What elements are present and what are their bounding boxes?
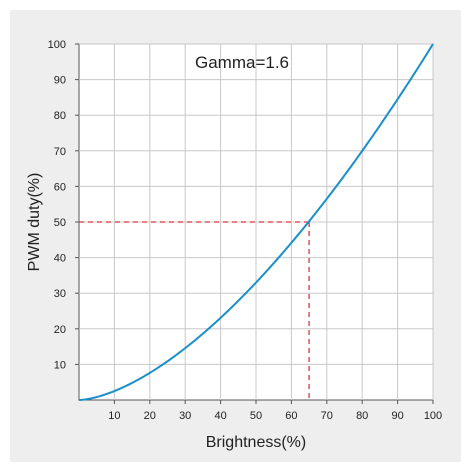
y-tick-label: 20 — [54, 324, 66, 336]
gamma-annotation: Gamma=1.6 — [195, 53, 289, 72]
y-tick-label: 70 — [54, 146, 66, 158]
x-tick-label: 60 — [285, 410, 297, 422]
x-tick-label: 50 — [250, 410, 262, 422]
x-tick-label: 40 — [214, 410, 226, 422]
axes: 10 20 30 40 50 60 70 80 90 100 10 20 30 40 50 60 70 80 90 1… — [48, 39, 443, 422]
y-tick-label: 50 — [54, 217, 66, 229]
x-axis-title: Brightness(%) — [206, 434, 306, 451]
gamma-curve — [78, 43, 434, 401]
x-tick-label: 90 — [391, 410, 403, 422]
y-axis-title: PWM duty(%) — [26, 173, 43, 272]
chart-panel: 10 20 30 40 50 60 70 80 90 100 10 20 30 40 50 60 70 80 90 1… — [10, 10, 461, 462]
reference-lines — [79, 221, 310, 400]
x-tick-label: 10 — [108, 410, 120, 422]
y-tick-label: 30 — [54, 288, 66, 300]
x-tick-label: 80 — [356, 410, 368, 422]
grid — [79, 43, 434, 400]
series — [78, 43, 434, 401]
y-tick-label: 100 — [48, 39, 66, 51]
y-tick-label: 10 — [54, 359, 66, 371]
x-tick-label: 70 — [321, 410, 333, 422]
x-tick-label: 30 — [179, 410, 191, 422]
y-tick-label: 60 — [54, 181, 66, 193]
x-tick-label: 20 — [144, 410, 156, 422]
x-tick-label: 100 — [424, 410, 442, 422]
y-tick-label: 40 — [54, 253, 66, 265]
y-tick-label: 90 — [54, 75, 66, 87]
gamma-chart: 10 20 30 40 50 60 70 80 90 100 10 20 30 40 50 60 70 80 90 1… — [26, 39, 443, 451]
y-tick-label: 80 — [54, 110, 66, 122]
